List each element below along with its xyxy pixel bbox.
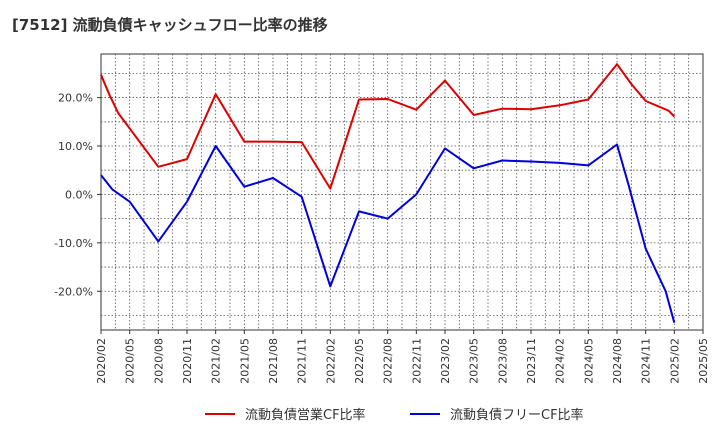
y-tick-label: 0.0% bbox=[65, 188, 93, 201]
x-tick-label: 2025/02 bbox=[668, 338, 681, 384]
x-tick-label: 2022/11 bbox=[410, 338, 423, 384]
x-tick-label: 2025/05 bbox=[697, 338, 710, 384]
series-line-2 bbox=[100, 143, 676, 323]
x-tick-label: 2024/08 bbox=[611, 338, 624, 384]
series-lines bbox=[100, 63, 676, 323]
x-axis-ticks: 2020/02 2020/05 2020/08 2020/11 2021/02 2021/… bbox=[95, 330, 710, 384]
x-tick-label: 2021/11 bbox=[296, 338, 309, 384]
x-tick-label: 2020/05 bbox=[124, 338, 137, 384]
chart-title: [7512] 流動負債キャッシュフロー比率の推移 bbox=[12, 16, 328, 34]
x-tick-label: 2021/08 bbox=[267, 338, 280, 384]
x-tick-label: 2023/11 bbox=[525, 338, 538, 384]
x-tick-label: 2023/08 bbox=[496, 338, 509, 384]
y-tick-label: 10.0% bbox=[58, 140, 93, 153]
x-tick-label: 2022/05 bbox=[353, 338, 366, 384]
x-tick-label: 2020/11 bbox=[181, 338, 194, 384]
legend-label-2: 流動負債フリーCF比率 bbox=[450, 407, 584, 423]
x-tick-label: 2024/02 bbox=[554, 338, 567, 384]
x-tick-label: 2022/08 bbox=[382, 338, 395, 384]
x-tick-label: 2020/02 bbox=[95, 338, 108, 384]
y-axis-ticks: -20.0% -10.0% 0.0% 10.0% 20.0% bbox=[54, 92, 101, 298]
y-tick-label: -20.0% bbox=[54, 285, 93, 298]
x-tick-label: 2023/02 bbox=[439, 338, 452, 384]
series-line-1 bbox=[100, 63, 676, 190]
x-tick-label: 2024/05 bbox=[582, 338, 595, 384]
legend: 流動負債営業CF比率 流動負債フリーCF比率 bbox=[205, 407, 584, 423]
x-tick-label: 2024/11 bbox=[640, 338, 653, 384]
x-tick-label: 2022/02 bbox=[324, 338, 337, 384]
x-tick-label: 2021/02 bbox=[210, 338, 223, 384]
y-tick-label: 20.0% bbox=[58, 92, 93, 105]
y-tick-label: -10.0% bbox=[54, 237, 93, 250]
legend-label-1: 流動負債営業CF比率 bbox=[245, 407, 366, 423]
x-tick-label: 2021/05 bbox=[238, 338, 251, 384]
x-tick-label: 2023/05 bbox=[468, 338, 481, 384]
x-tick-label: 2020/08 bbox=[152, 338, 165, 384]
